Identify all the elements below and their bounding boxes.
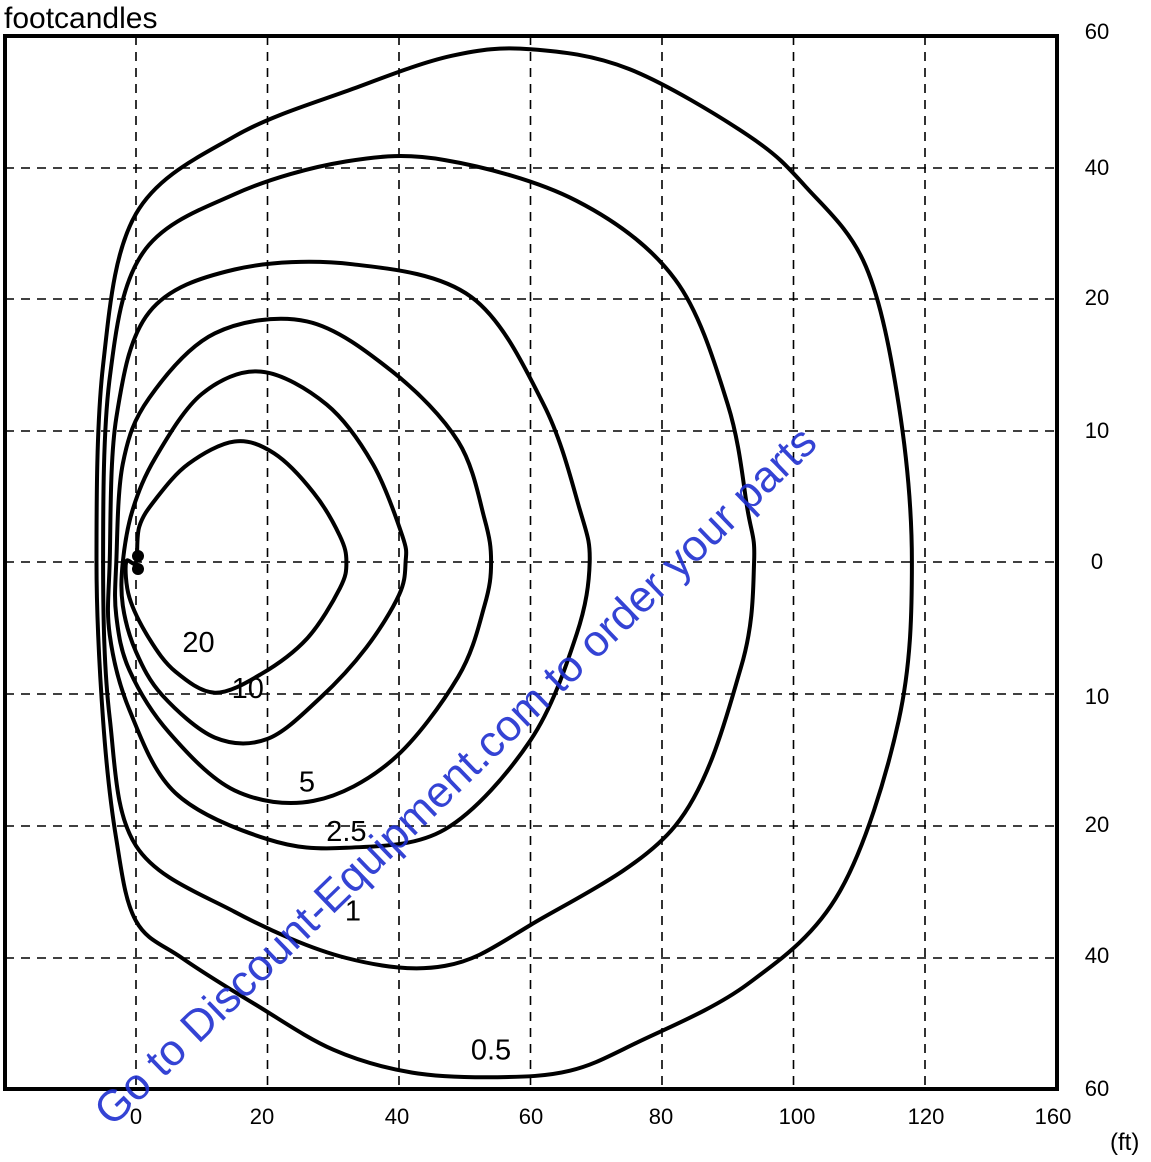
x-tick-label-1: 20: [250, 1104, 274, 1129]
contour-label-1: 10: [232, 673, 264, 705]
y-tick-label-2: 20: [1085, 285, 1109, 310]
x-tick-label-4: 80: [649, 1104, 673, 1129]
x-tick-label-6: 120: [908, 1104, 945, 1129]
contour-line-4: [101, 154, 757, 971]
x-tick-label-2: 40: [385, 1104, 409, 1129]
fixture-marker-top: [132, 550, 144, 562]
contour-line-3: [105, 259, 592, 851]
plot-frame: [3, 34, 1059, 1091]
contour-label-4: 1: [345, 895, 361, 927]
fixture-marker-bottom: [132, 563, 144, 575]
contour-lines: [94, 46, 914, 1080]
contour-line-1: [119, 369, 409, 746]
y-tick-label-1: 40: [1085, 155, 1109, 180]
contour-label-3: 2.5: [326, 816, 366, 848]
x-tick-label-5: 100: [779, 1104, 816, 1129]
fixture-marker: [132, 550, 144, 575]
x-unit-label: (ft): [1110, 1129, 1139, 1156]
y-tick-label-0: 60: [1085, 19, 1109, 44]
unit-label: footcandles: [4, 2, 157, 35]
contour-line-5: [94, 46, 914, 1080]
contour-label-5: 0.5: [471, 1035, 511, 1067]
grid-lines: [5, 36, 1057, 1089]
contour-label-0: 20: [182, 627, 214, 659]
y-tick-label-7: 40: [1085, 943, 1109, 968]
y-tick-label-6: 20: [1085, 812, 1109, 837]
y-tick-label-3: 10: [1085, 418, 1109, 443]
contour-line-2: [113, 316, 494, 806]
x-tick-label-0: 0: [130, 1104, 142, 1129]
contour-labels: 20 10 5 2.5 1 0.5: [182, 627, 511, 1067]
x-tick-label-3: 60: [519, 1104, 543, 1129]
y-tick-label-8: 60: [1085, 1076, 1109, 1101]
y-tick-label-5: 10: [1085, 684, 1109, 709]
watermark-text: Go to Discount-Equipment.com to order yo…: [85, 417, 826, 1135]
contour-line-0: [123, 439, 349, 695]
x-tick-label-7: 160: [1035, 1104, 1072, 1129]
contour-label-2: 5: [299, 767, 315, 799]
y-tick-label-4: 0: [1091, 549, 1103, 574]
